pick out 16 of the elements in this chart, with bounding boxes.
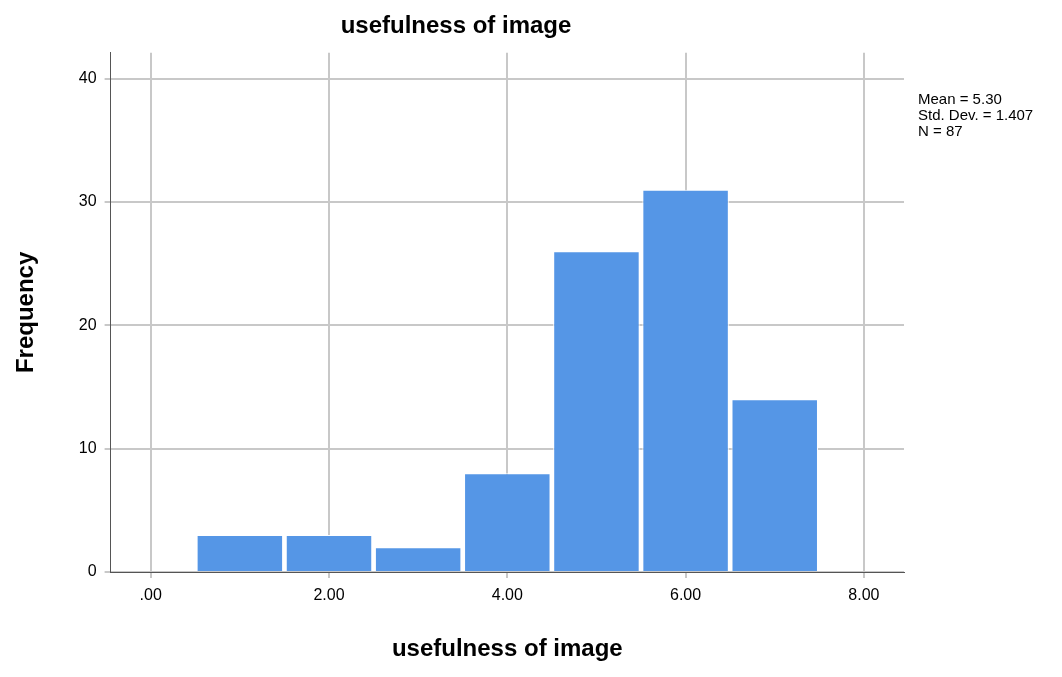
y-tick-label: 0 (87, 562, 97, 580)
x-tick-label: 8.00 (848, 586, 880, 604)
text: Mean = 5.30 (918, 90, 1002, 108)
y-tick-label: 10 (78, 439, 97, 457)
x-tick-label: 6.00 (670, 586, 702, 604)
text: Std. Dev. = 1.407 (918, 106, 1034, 124)
y-tick-label: 20 (78, 315, 97, 333)
x-tick-label: 4.00 (491, 586, 523, 604)
x-tick-label: 2.00 (313, 586, 345, 604)
y-axis-title: Frequency (11, 251, 39, 374)
x-tick-label: .00 (139, 586, 162, 604)
text: N = 87 (918, 122, 963, 140)
x-axis-title: usefulness of image (391, 634, 623, 662)
chart-title: usefulness of image (340, 11, 572, 39)
y-tick-label: 40 (78, 69, 97, 87)
y-tick-label: 30 (78, 192, 97, 210)
